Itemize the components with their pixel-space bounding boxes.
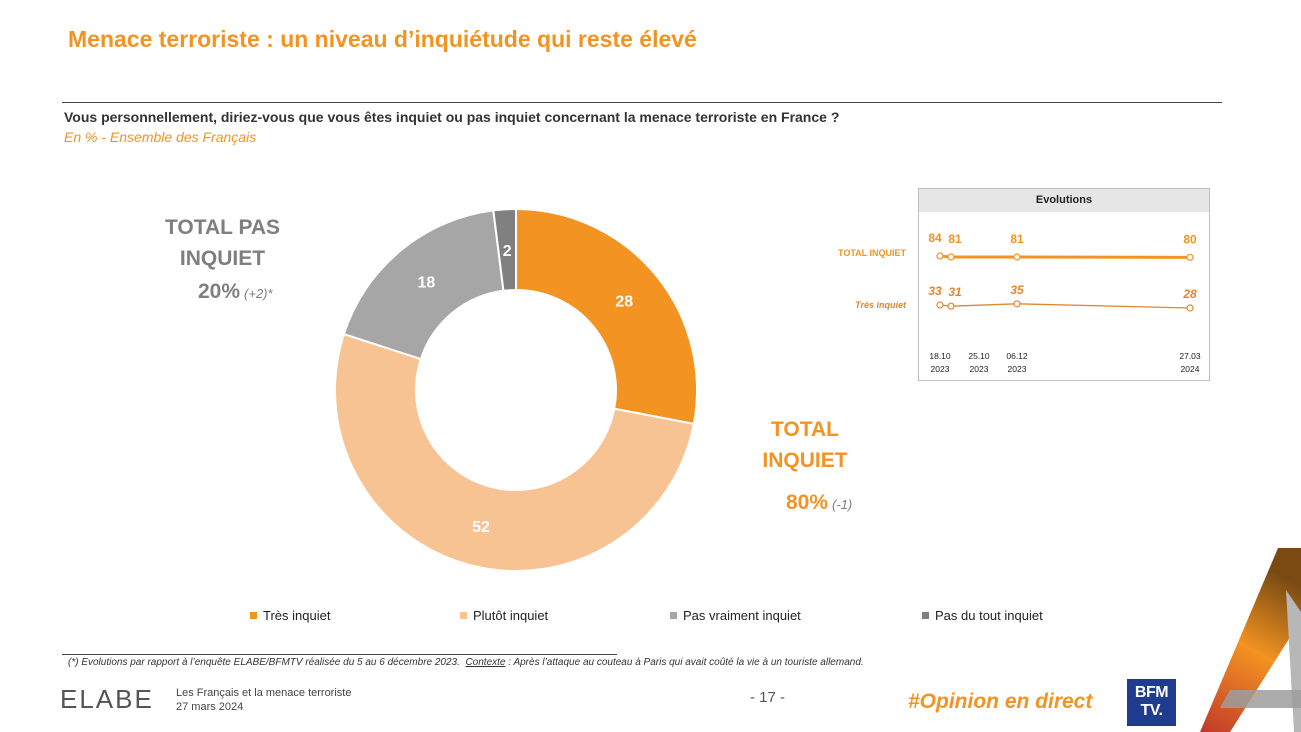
- total-pas-inquiet-delta: (+2)*: [244, 286, 273, 301]
- donut-chart: 28 52 18 2: [334, 207, 698, 572]
- donut-slice-plutot-inquiet: [334, 332, 695, 572]
- total-inquiet-label: TOTAL INQUIET: [762, 418, 848, 472]
- donut-slice-pas-du-tout-inquiet: [492, 207, 517, 292]
- evo-value-total-inquiet: 84: [928, 231, 942, 245]
- evo-x-tick-year: 2023: [1008, 364, 1027, 374]
- donut-label-pas-du-tout-inquiet: 2: [503, 243, 512, 260]
- evo-value-total-inquiet: 81: [948, 232, 962, 246]
- legend-label-pas-vraiment-inquiet: Pas vraiment inquiet: [683, 608, 801, 623]
- bfmtv-logo-line2: TV.: [1140, 702, 1163, 719]
- bfmtv-logo-line1: BFM: [1134, 684, 1169, 701]
- evo-series-name-total-inquiet: TOTAL INQUIET: [838, 248, 907, 258]
- legend-label-tres-inquiet: Très inquiet: [263, 608, 331, 623]
- survey-subtitle: En % - Ensemble des Français: [64, 129, 257, 145]
- chart-legend: Très inquiet Plutôt inquiet Pas vraiment…: [250, 608, 1100, 628]
- evo-value-tres-inquiet: 28: [1182, 287, 1197, 301]
- bfmtv-logo: BFM TV.: [1127, 679, 1176, 726]
- evo-series-name-tres-inquiet: Très inquiet: [855, 300, 907, 310]
- header-divider: [62, 102, 1222, 103]
- evo-value-total-inquiet: 80: [1183, 232, 1197, 246]
- study-title: Les Français et la menace terroriste: [176, 687, 352, 699]
- legend-item-pas-du-tout-inquiet: Pas du tout inquiet: [922, 608, 1043, 623]
- corner-triangle-right-stroke: [1286, 590, 1301, 732]
- legend-swatch-pas-du-tout-inquiet: [922, 612, 929, 619]
- evo-point-total-inquiet: [1013, 253, 1021, 261]
- evo-value-tres-inquiet: 31: [948, 285, 962, 299]
- evo-x-tick: 27.03: [1179, 351, 1201, 361]
- legend-label-pas-du-tout-inquiet: Pas du tout inquiet: [935, 608, 1043, 623]
- legend-swatch-pas-vraiment-inquiet: [670, 612, 677, 619]
- total-inquiet-pct: 80%: [786, 491, 829, 514]
- study-info: Les Français et la menace terroriste 27 …: [176, 686, 351, 714]
- evolutions-chart: TOTAL INQUIET 84 81 81 80 Très inquiet 33 31 35 2…: [838, 231, 1201, 374]
- page-number: - 17 -: [750, 689, 786, 706]
- donut-label-plutot-inquiet: 52: [472, 519, 490, 536]
- legend-item-plutot-inquiet: Plutôt inquiet: [460, 608, 548, 623]
- corner-triangle-left-stroke: [1200, 548, 1301, 732]
- evo-point-total-inquiet: [1186, 253, 1194, 261]
- footnote: (*) Evolutions par rapport à l’enquête E…: [68, 657, 864, 668]
- total-pas-inquiet-value: 20% (+2)*: [198, 280, 273, 304]
- footnote-context-label: Contexte: [465, 657, 506, 668]
- evo-x-tick: 06.12: [1006, 351, 1028, 361]
- evo-x-tick-year: 2023: [931, 364, 950, 374]
- evo-value-tres-inquiet: 35: [1010, 283, 1024, 297]
- evo-point-tres-inquiet: [936, 301, 944, 309]
- donut-label-pas-vraiment-inquiet: 18: [418, 275, 436, 292]
- evo-line-tres-inquiet: [939, 303, 1191, 309]
- evo-point-total-inquiet: [936, 252, 944, 260]
- corner-triangle-bar: [1220, 690, 1301, 708]
- total-inquiet-delta: (-1): [832, 497, 853, 512]
- page-title: Menace terroriste : un niveau d’inquiétu…: [68, 26, 697, 52]
- legend-item-tres-inquiet: Très inquiet: [250, 608, 330, 623]
- legend-swatch-plutot-inquiet: [460, 612, 467, 619]
- footnote-prefix: (*) Evolutions par rapport à l’enquête E…: [68, 657, 460, 668]
- legend-item-pas-vraiment-inquiet: Pas vraiment inquiet: [670, 608, 801, 623]
- donut-slice-pas-vraiment-inquiet: [342, 209, 505, 361]
- evolutions-title: Evolutions: [919, 189, 1209, 212]
- elabe-logo: ELABE: [60, 684, 154, 714]
- legend-label-plutot-inquiet: Plutôt inquiet: [473, 608, 549, 623]
- evo-value-tres-inquiet: 33: [928, 284, 942, 298]
- corner-triangle-logo: [1200, 548, 1301, 732]
- evo-x-tick-year: 2024: [1181, 364, 1200, 374]
- evo-x-tick-year: 2023: [970, 364, 989, 374]
- total-pas-inquiet-label: TOTAL PAS INQUIET: [164, 216, 281, 270]
- evo-line-total-inquiet: [939, 254, 1191, 259]
- evolutions-panel: [918, 188, 1210, 381]
- footnote-context-text: : Après l’attaque au couteau à Paris qui…: [508, 657, 864, 668]
- total-pas-inquiet-pct: 20%: [198, 280, 241, 303]
- donut-label-tres-inquiet: 28: [615, 293, 633, 310]
- study-date: 27 mars 2024: [176, 701, 244, 713]
- evo-point-total-inquiet: [947, 253, 955, 261]
- footnote-divider: [62, 654, 617, 655]
- evo-x-tick: 25.10: [968, 351, 990, 361]
- survey-question: Vous personnellement, diriez-vous que vo…: [64, 109, 840, 125]
- hashtag: #Opinion en direct: [908, 690, 1093, 713]
- evo-point-tres-inquiet: [947, 302, 955, 310]
- evo-point-tres-inquiet: [1186, 304, 1194, 312]
- evo-x-tick: 18.10: [929, 351, 951, 361]
- total-inquiet-value: 80% (-1): [786, 491, 852, 515]
- legend-swatch-tres-inquiet: [250, 612, 257, 619]
- evo-value-total-inquiet: 81: [1010, 232, 1024, 246]
- evo-point-tres-inquiet: [1013, 300, 1021, 308]
- donut-slice-tres-inquiet: [515, 207, 698, 426]
